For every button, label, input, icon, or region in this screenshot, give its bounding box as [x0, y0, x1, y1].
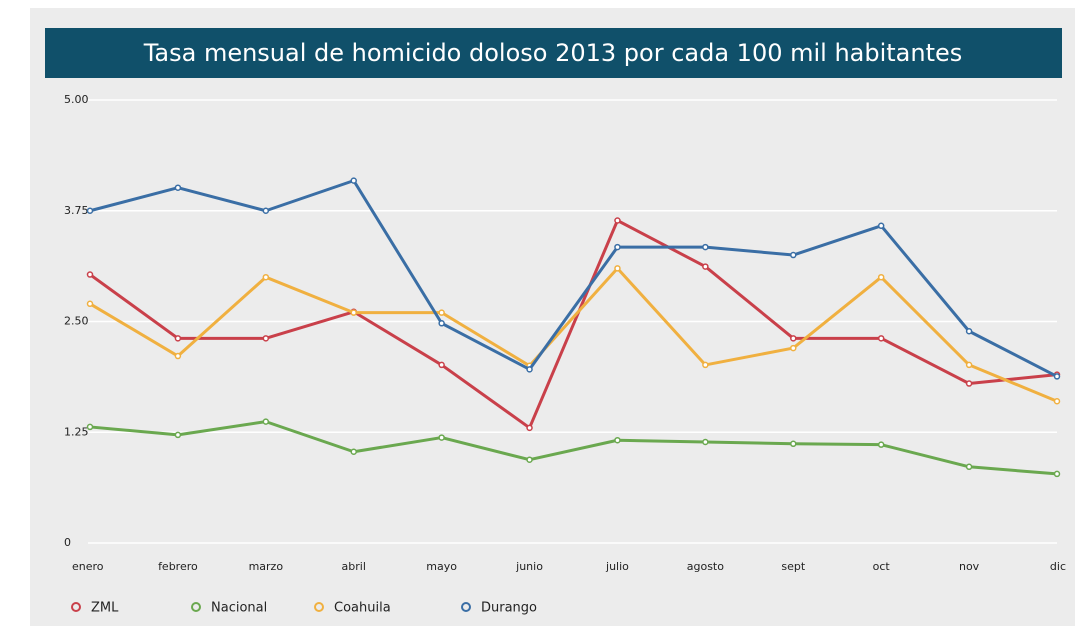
point: [86, 423, 94, 431]
x-tick-label: sept: [781, 560, 805, 573]
point: [877, 335, 885, 342]
point: [1053, 470, 1061, 478]
legend-marker: [191, 602, 201, 612]
legend-label: Coahuila: [334, 601, 391, 616]
point: [526, 424, 533, 432]
x-tick-label: mayo: [426, 560, 457, 573]
point: [350, 448, 357, 455]
point: [877, 222, 885, 230]
point: [614, 243, 621, 251]
x-tick-label: marzo: [249, 560, 284, 573]
point: [965, 327, 973, 335]
point: [262, 273, 270, 281]
y-tick-label: 5.00: [64, 93, 89, 106]
point: [702, 263, 709, 270]
point: [702, 361, 709, 369]
x-tick-label: julio: [605, 560, 629, 573]
point: [614, 265, 621, 272]
point: [174, 335, 182, 342]
x-tick-label: abril: [342, 560, 366, 573]
point: [86, 207, 94, 214]
point: [174, 431, 182, 439]
point: [350, 177, 357, 184]
point: [702, 243, 709, 251]
series-line: [89, 266, 1058, 403]
x-tick-label: nov: [959, 560, 980, 573]
point: [614, 217, 621, 224]
x-tick-label: enero: [72, 560, 104, 573]
point: [526, 456, 533, 463]
point: [262, 335, 270, 342]
point: [614, 436, 621, 444]
point: [702, 438, 709, 446]
point: [174, 184, 182, 191]
y-tick-label: 1.25: [64, 425, 89, 438]
series-line: [89, 218, 1058, 430]
chart-title: Tasa mensual de homicido doloso 2013 por…: [143, 39, 963, 67]
point: [790, 344, 797, 352]
legend-label: ZML: [91, 601, 119, 616]
legend-label: Nacional: [211, 601, 267, 616]
point: [174, 352, 182, 360]
point: [790, 251, 797, 259]
point: [1053, 373, 1061, 380]
x-tick-label: agosto: [687, 560, 724, 573]
legend-marker: [314, 602, 324, 612]
y-tick-label: 3.75: [64, 204, 89, 217]
y-tick-label: 0: [64, 536, 71, 549]
point: [438, 309, 445, 316]
x-tick-label: dic: [1050, 560, 1066, 573]
point: [350, 309, 357, 316]
point: [965, 463, 973, 471]
panel: [30, 8, 1075, 626]
point: [877, 273, 885, 281]
point: [438, 320, 445, 327]
point: [790, 440, 797, 448]
title-bar: [45, 28, 1062, 78]
point: [438, 361, 445, 369]
legend-label: Durango: [481, 601, 537, 616]
point: [262, 418, 270, 425]
legend-marker: [461, 602, 471, 612]
x-tick-label: oct: [873, 560, 891, 573]
point: [965, 380, 973, 387]
point: [1053, 397, 1061, 405]
point: [790, 335, 797, 342]
point: [262, 207, 270, 214]
point: [526, 366, 533, 373]
x-tick-label: junio: [515, 560, 543, 573]
x-tick-label: febrero: [158, 560, 198, 573]
y-tick-label: 2.50: [64, 315, 89, 328]
series-line: [89, 179, 1058, 378]
legend-marker: [71, 602, 81, 612]
series-line: [89, 420, 1058, 476]
point: [877, 441, 885, 448]
point: [86, 271, 94, 278]
point: [86, 300, 94, 308]
point: [438, 434, 445, 441]
point: [965, 361, 973, 369]
